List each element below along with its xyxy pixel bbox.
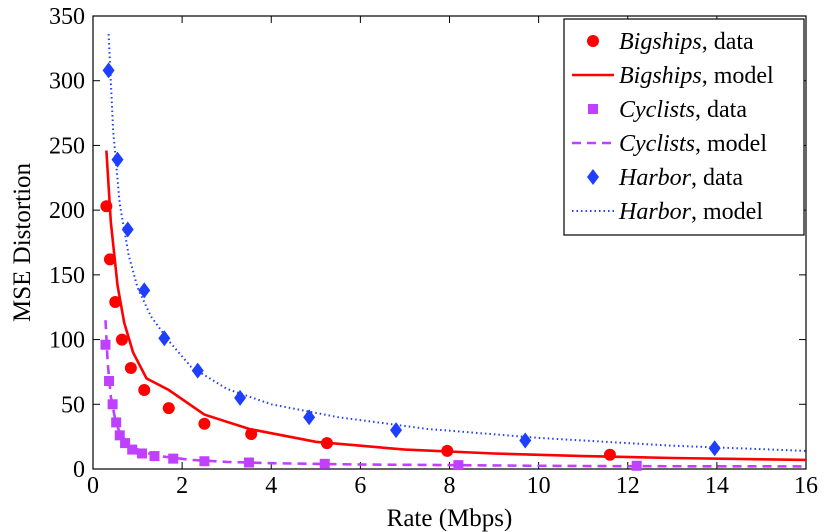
cyclists-data-point (120, 438, 131, 449)
harbor-legend-data-label: Harbor, data (618, 165, 743, 191)
cyclists-data-point (114, 430, 125, 441)
harbor-data-point (111, 151, 124, 168)
bigships-data-point (100, 200, 113, 213)
cyclists-legend-suffix: , data (695, 97, 747, 123)
legend-box (563, 18, 805, 236)
cyclists-data-point (107, 399, 118, 410)
harbor-data-point (390, 422, 403, 439)
harbor-data-point (102, 62, 115, 79)
bigships-data-point (162, 402, 175, 415)
cyclists-data-point (453, 460, 464, 471)
x-tick-label: 8 (444, 473, 456, 499)
cyclists-legend-model-label: Cyclists, model (619, 131, 767, 157)
cyclists-data-point (111, 417, 122, 428)
bigships-legend-marker (587, 35, 599, 47)
bigships-legend-model-label: Bigships, model (619, 63, 774, 89)
harbor-legend-marker (587, 169, 599, 185)
cyclists-data-point (104, 375, 115, 386)
bigships-legend-suffix: , model (702, 63, 774, 89)
x-tick-label: 10 (527, 473, 551, 499)
harbor-data-point (121, 221, 134, 238)
bigships-legend-data-label: Bigships, data (619, 29, 754, 55)
cyclists-legend-data-label: Cyclists, data (619, 97, 747, 123)
y-tick-label: 250 (49, 133, 85, 159)
y-tick-label: 200 (49, 198, 85, 224)
bigships-data-point (138, 384, 151, 397)
harbor-series (102, 34, 807, 457)
bigships-data-point (103, 253, 116, 266)
y-tick-label: 50 (61, 392, 85, 418)
bigships-data-point (320, 437, 333, 450)
harbor-data-point (158, 330, 171, 347)
cyclists-data-point (149, 451, 160, 462)
bigships-series (100, 150, 807, 462)
bigships-data-point (109, 296, 122, 309)
harbor-data-point (708, 440, 721, 457)
cyclists-series (100, 320, 807, 471)
x-tick-label: 6 (354, 473, 366, 499)
x-tick-label: 14 (705, 473, 729, 499)
cyclists-data-point (631, 460, 642, 471)
y-tick-label: 350 (49, 4, 85, 30)
axes: 0 2 4 6 8 10 12 14 16 0 50 100 150 200 250 300 350 (49, 4, 818, 499)
bigships-legend-name: Bigships (619, 29, 702, 55)
x-tick-label: 4 (265, 473, 277, 499)
cyclists-data-point (319, 458, 330, 469)
cyclists-model-line (104, 320, 807, 468)
cyclists-data-point (243, 457, 254, 468)
bigships-data-point (115, 333, 128, 346)
harbor-legend-name: Harbor (618, 199, 692, 225)
cyclists-data-point (137, 448, 148, 459)
harbor-data-point (303, 409, 316, 426)
bigships-data-point (198, 417, 211, 430)
x-axis-label: Rate (Mbps) (387, 505, 513, 532)
bigships-data-point (441, 444, 454, 457)
y-axis-label: MSE Distortion (9, 162, 36, 322)
harbor-data-point (138, 282, 151, 299)
harbor-legend-model-label: Harbor, model (618, 199, 763, 225)
cyclists-data-point (168, 453, 179, 464)
harbor-data-point (191, 362, 204, 379)
x-tick-label: 12 (616, 473, 640, 499)
bigships-legend-suffix: , data (702, 29, 754, 55)
x-tick-label: 16 (794, 473, 818, 499)
harbor-data-point (519, 432, 532, 449)
y-tick-label: 300 (49, 69, 85, 95)
bigships-model-line (105, 150, 807, 462)
y-tick-label: 0 (73, 457, 85, 483)
harbor-legend-suffix: , data (691, 165, 743, 191)
bigships-data-point (603, 448, 616, 461)
x-tick-label: 2 (176, 473, 188, 499)
x-tick-label: 0 (87, 473, 99, 499)
y-tick-label: 150 (49, 263, 85, 289)
bigships-legend-name: Bigships (619, 63, 702, 89)
cyclists-data-point (199, 456, 210, 467)
cyclists-legend-name: Cyclists (619, 97, 695, 123)
cyclists-data-point (100, 339, 111, 350)
cyclists-legend-suffix: , model (695, 131, 767, 157)
harbor-data-point (234, 389, 247, 406)
harbor-legend-suffix: , model (691, 199, 763, 225)
y-tick-label: 100 (49, 328, 85, 354)
cyclists-data-point (127, 444, 138, 455)
harbor-model-line (107, 34, 807, 452)
plot-series (100, 34, 807, 471)
cyclists-legend-name: Cyclists (619, 131, 695, 157)
cyclists-legend-marker (588, 104, 598, 114)
bigships-data-point (124, 362, 137, 375)
harbor-legend-name: Harbor (618, 165, 692, 191)
bigships-data-point (245, 428, 258, 441)
